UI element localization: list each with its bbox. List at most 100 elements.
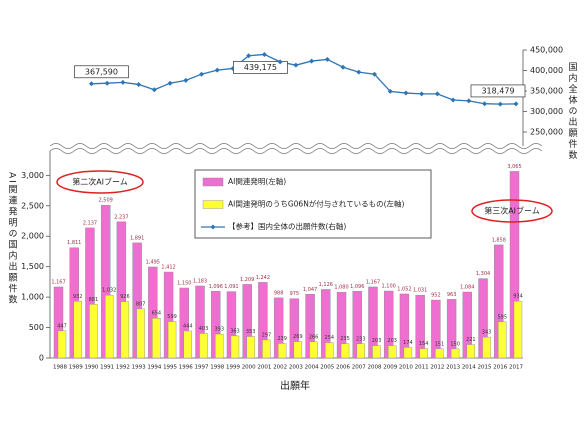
callout-box	[233, 61, 288, 74]
data-label: 1,096	[209, 284, 223, 290]
y2-tick-label: 400,000	[530, 66, 563, 75]
marker	[104, 80, 110, 86]
y2-tick-label: 300,000	[530, 107, 563, 116]
x-tick-label: 1993	[132, 365, 146, 371]
data-label: 1,032	[102, 288, 116, 294]
marker	[513, 101, 519, 107]
y-tick-label: 500	[29, 323, 44, 332]
x-tick-label: 2004	[305, 365, 319, 371]
data-label: 654	[152, 311, 162, 317]
axis-break	[49, 143, 543, 149]
x-tick-label: 2012	[430, 365, 444, 371]
data-label: 1,084	[460, 285, 474, 291]
x-tick-label: 1999	[226, 365, 240, 371]
bar	[277, 343, 287, 359]
data-label: 343	[482, 330, 492, 336]
axis-break	[49, 148, 543, 154]
data-label: 439,175	[244, 63, 277, 72]
marker	[466, 98, 472, 104]
y-tick-label: 0	[39, 354, 44, 363]
bar	[435, 348, 444, 359]
bar	[293, 341, 303, 359]
data-label: 2,237	[114, 214, 128, 220]
data-label: 154	[419, 341, 429, 347]
legend-label: 【参考】国内全体の出願件数(右軸)	[228, 221, 346, 231]
bar	[372, 345, 381, 359]
x-tick-label: 1995	[163, 365, 177, 371]
y-tick-label: 2,500	[21, 201, 44, 210]
data-label: 447	[57, 323, 67, 329]
bar	[325, 342, 334, 359]
bar	[152, 317, 161, 359]
data-label: 203	[372, 338, 382, 344]
x-tick-label: 2011	[415, 365, 429, 371]
y2-axis-label: 国内全体の出願件数	[567, 62, 578, 161]
legend	[194, 169, 432, 239]
x-tick-label: 2000	[242, 365, 256, 371]
callout-box	[74, 65, 129, 79]
marker	[214, 67, 220, 73]
data-label: 1,304	[476, 271, 490, 277]
marker	[88, 81, 94, 87]
bar	[167, 321, 177, 359]
annotation: 第二次AIブーム	[72, 177, 128, 187]
data-label: 881	[89, 297, 99, 303]
bar	[57, 330, 67, 359]
x-tick-label: 2002	[273, 365, 287, 371]
annotation: 第三次AIブーム	[484, 206, 540, 216]
data-label: 1,047	[303, 287, 317, 293]
data-label: 975	[290, 291, 300, 297]
marker	[261, 51, 267, 57]
data-label: 254	[325, 335, 335, 341]
data-label: 203	[387, 338, 397, 344]
data-label: 174	[403, 340, 413, 346]
data-label: 932	[73, 294, 83, 300]
bar	[215, 333, 224, 359]
annotation-ellipse	[471, 199, 553, 223]
bar	[498, 321, 507, 359]
data-label: 151	[435, 341, 445, 347]
marker	[497, 101, 503, 107]
line	[91, 53, 517, 105]
y-tick-label: 2,000	[21, 232, 44, 241]
data-label: 1,183	[193, 278, 207, 284]
data-label: 599	[167, 314, 177, 320]
y-tick-label: 3,000	[21, 171, 44, 180]
marker	[293, 62, 299, 68]
marker	[340, 64, 346, 70]
marker	[183, 77, 189, 83]
data-label: 318,479	[481, 86, 514, 95]
legend-swatch	[210, 224, 216, 230]
bar	[340, 343, 350, 359]
data-label: 235	[340, 336, 350, 342]
marker	[151, 87, 157, 93]
marker	[387, 88, 393, 94]
bar	[104, 294, 114, 359]
marker	[482, 101, 488, 107]
data-label: 3,065	[507, 164, 521, 170]
x-tick-label: 1991	[100, 365, 114, 371]
marker	[167, 80, 173, 86]
data-label: 1,150	[177, 280, 191, 286]
x-tick-label: 1988	[53, 365, 67, 371]
data-label: 934	[513, 294, 523, 300]
data-label: 150	[450, 341, 460, 347]
bar	[482, 336, 491, 359]
y2-tick-label: 350,000	[530, 87, 563, 96]
marker	[434, 91, 440, 97]
data-label: 595	[498, 314, 508, 320]
bar	[466, 344, 476, 359]
legend-swatch	[202, 200, 224, 209]
marker	[419, 91, 425, 97]
data-label: 1,091	[224, 284, 238, 290]
data-label: 1,167	[51, 279, 65, 285]
marker	[199, 71, 205, 77]
x-tick-label: 2006	[336, 365, 350, 371]
legend-label: AI関連発明(左軸)	[228, 176, 286, 186]
data-label: 1,811	[67, 240, 81, 246]
data-label: 988	[274, 290, 284, 296]
legend-label: AI関連発明のうちG06Nが付与されているもの(左軸)	[228, 199, 405, 209]
data-label: 1,126	[319, 282, 333, 288]
data-label: 239	[277, 336, 287, 342]
